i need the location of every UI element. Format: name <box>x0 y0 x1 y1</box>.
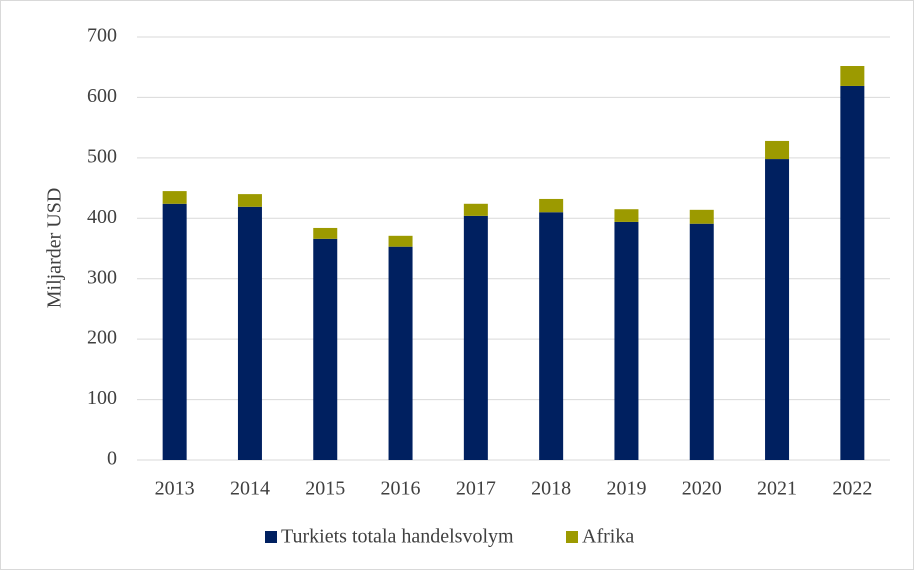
bar-segment <box>689 209 714 224</box>
x-tick-label: 2019 <box>606 478 646 500</box>
x-tick-label: 2018 <box>531 478 571 500</box>
bar-segment <box>237 206 262 460</box>
bar-segment <box>237 194 262 207</box>
bar-segment <box>388 246 413 460</box>
bar-segment <box>463 215 488 460</box>
x-tick-label: 2015 <box>305 478 345 500</box>
y-tick-label: 0 <box>107 448 117 470</box>
bar-segment <box>313 238 338 460</box>
y-tick-label: 400 <box>87 206 117 228</box>
legend-label: Turkiets totala handelsvolym <box>281 526 514 548</box>
bar-segment <box>840 85 865 460</box>
y-tick-label: 100 <box>87 387 117 409</box>
bar-segment <box>539 212 564 460</box>
x-tick-label: 2022 <box>832 478 872 500</box>
bar-segment <box>614 209 639 222</box>
y-tick-label: 500 <box>87 145 117 167</box>
x-tick-label: 2021 <box>757 478 797 500</box>
bar-segment <box>463 203 488 216</box>
bar-segment <box>765 159 790 460</box>
bar-segment <box>614 221 639 460</box>
bar-segment <box>765 140 790 160</box>
legend-swatch <box>566 531 578 543</box>
x-tick-label: 2014 <box>230 478 270 500</box>
bar-segment <box>313 227 338 239</box>
bar-segment <box>162 203 187 461</box>
x-tick-label: 2016 <box>381 478 421 500</box>
y-tick-label: 600 <box>87 85 117 107</box>
y-tick-label: 200 <box>87 327 117 349</box>
x-tick-label: 2017 <box>456 478 496 500</box>
bar-segment <box>689 223 714 460</box>
x-tick-label: 2020 <box>682 478 722 500</box>
y-axis-label: Miljarder USD <box>44 188 66 309</box>
legend-label: Afrika <box>582 526 634 548</box>
y-tick-label: 700 <box>87 25 117 47</box>
x-tick-label: 2013 <box>155 478 195 500</box>
legend-swatch <box>265 531 277 543</box>
bar-segment <box>162 191 187 204</box>
bar-segment <box>388 235 413 247</box>
bar-segment <box>539 198 564 213</box>
bar-segment <box>840 66 865 86</box>
y-tick-label: 300 <box>87 266 117 288</box>
